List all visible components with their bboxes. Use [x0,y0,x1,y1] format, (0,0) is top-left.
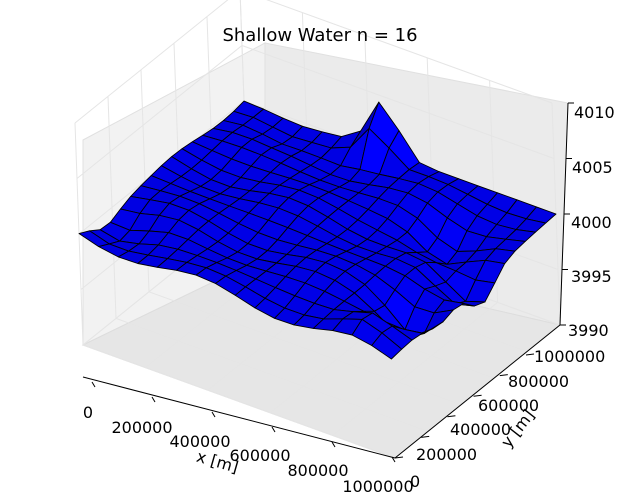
z-grid-line [74,0,553,124]
x-tick-4: 800000 [287,461,348,480]
x-tick-mark [391,456,396,463]
x-tick-mark [91,381,96,388]
floor-grid-y [82,344,396,459]
floor-grid-y [148,291,462,406]
z-tick-4: 4010 [574,103,615,122]
y-tick-4: 800000 [508,372,569,391]
surface-cell [371,332,403,360]
y-tick-1: 200000 [416,445,477,464]
x-tick-mark [271,426,276,433]
y-tick-3: 600000 [478,396,539,415]
x-tick-2: 400000 [169,432,230,451]
y-tick-mark [421,435,430,438]
chart-title: Shallow Water n = 16 [222,25,417,46]
y-tick-mark [525,353,535,356]
floor-grid-y [115,317,429,432]
z-grid-line [76,44,555,179]
z-tick-0: 3990 [568,321,609,340]
y-tick-0: 0 [410,472,420,491]
y-tick-mark [447,415,456,418]
x-axis-line [82,376,396,459]
y-tick-mark [394,456,404,459]
floor-grid-x [332,302,498,436]
x-tick-3: 600000 [229,446,290,465]
x-tick-1: 200000 [111,418,172,437]
y-tick-mark [499,374,508,377]
y-tick-2: 400000 [450,420,511,439]
z-tick-3: 4005 [572,158,613,177]
y-axis-line [394,324,561,459]
z-tick-1: 3995 [571,267,612,286]
axes [82,102,574,463]
z-tick-2: 4000 [571,213,612,232]
x-tick-mark [211,411,216,418]
x-tick-mark [331,441,336,448]
x-tick-5: 1000000 [342,477,413,496]
y-tick-mark [473,394,482,397]
y-tick-5: 1000000 [534,347,605,366]
x-tick-0: 0 [83,403,93,422]
x-tick-mark [151,396,156,403]
surface-mesh [78,100,557,360]
